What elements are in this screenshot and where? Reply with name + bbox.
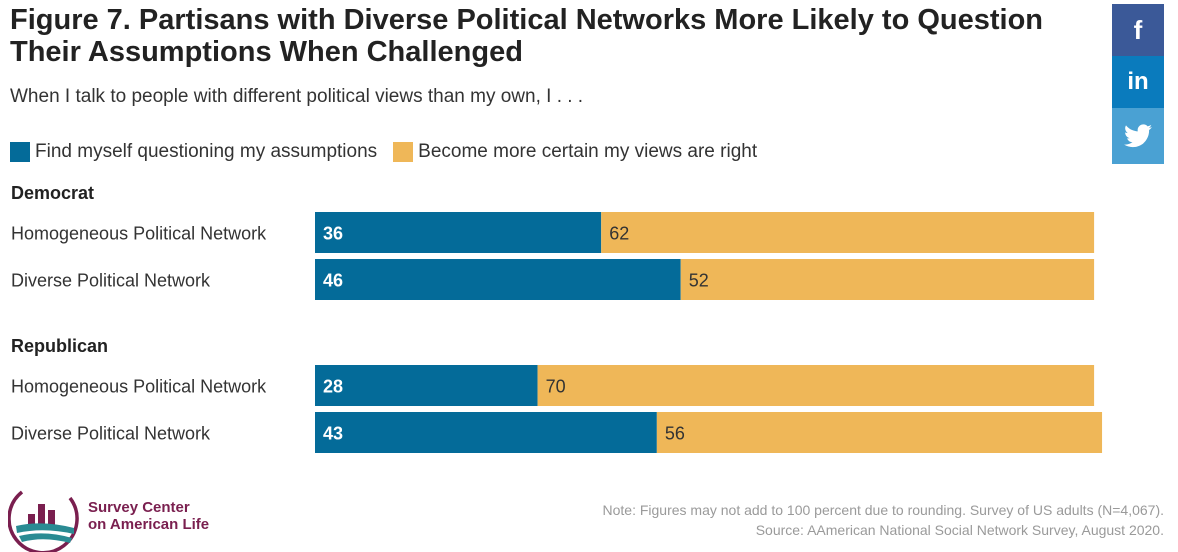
twitter-bird-icon bbox=[1124, 124, 1152, 148]
legend-item-certain: Become more certain my views are right bbox=[393, 141, 757, 163]
legend-label-questioning: Find myself questioning my assumptions bbox=[35, 141, 378, 162]
footnote: Note: Figures may not add to 100 percent… bbox=[603, 500, 1165, 540]
bar-democrat-homogeneous-questioning bbox=[315, 212, 602, 253]
logo-line-2: on American Life bbox=[88, 516, 210, 533]
legend-item-questioning: Find myself questioning my assumptions bbox=[10, 141, 377, 163]
data-label-republican-homogeneous-questioning: 28 bbox=[323, 377, 343, 397]
data-label-republican-diverse-questioning: 43 bbox=[323, 424, 343, 444]
bar-democrat-diverse-certain bbox=[680, 259, 1095, 300]
row-label-democrat-diverse: Diverse Political Network bbox=[11, 271, 211, 291]
legend: Find myself questioning my assumptions B… bbox=[10, 140, 773, 164]
row-label-republican-diverse: Diverse Political Network bbox=[11, 424, 211, 444]
bar-democrat-homogeneous-certain bbox=[601, 212, 1095, 253]
twitter-share-button[interactable] bbox=[1112, 108, 1164, 164]
legend-swatch-certain bbox=[393, 142, 414, 162]
data-label-republican-homogeneous-certain: 70 bbox=[546, 377, 566, 397]
linkedin-share-button[interactable]: in bbox=[1112, 56, 1164, 108]
data-label-democrat-homogeneous-certain: 62 bbox=[609, 224, 629, 244]
bar-republican-diverse-certain bbox=[656, 412, 1103, 453]
group-label-democrat: Democrat bbox=[11, 183, 94, 203]
note-text: Note: Figures may not add to 100 percent… bbox=[602, 502, 1165, 518]
data-label-republican-diverse-certain: 56 bbox=[665, 424, 685, 444]
bar-republican-homogeneous-certain bbox=[537, 365, 1095, 406]
chart-subtitle: When I talk to people with different pol… bbox=[10, 86, 584, 107]
row-label-republican-homogeneous: Homogeneous Political Network bbox=[11, 377, 267, 397]
bar-republican-homogeneous-questioning bbox=[315, 365, 538, 406]
logo-line-1: Survey Center bbox=[88, 499, 190, 516]
facebook-icon: f bbox=[1133, 14, 1143, 45]
chart-title: Figure 7. Partisans with Diverse Politic… bbox=[10, 4, 1044, 68]
survey-center-logo: Survey Center on American Life bbox=[8, 480, 209, 552]
bar-republican-diverse-questioning bbox=[315, 412, 657, 453]
linkedin-icon: in bbox=[1127, 68, 1149, 95]
data-label-democrat-diverse-questioning: 46 bbox=[323, 271, 343, 291]
legend-swatch-questioning bbox=[10, 142, 30, 162]
survey-center-emblem-icon bbox=[8, 490, 79, 552]
source-text: Source: AAmerican National Social Networ… bbox=[755, 522, 1164, 538]
data-label-democrat-diverse-certain: 52 bbox=[689, 271, 709, 291]
row-label-democrat-homogeneous: Homogeneous Political Network bbox=[11, 224, 267, 244]
legend-label-certain: Become more certain my views are right bbox=[418, 141, 758, 162]
bar-democrat-diverse-questioning bbox=[315, 259, 681, 300]
data-label-democrat-homogeneous-questioning: 36 bbox=[323, 224, 343, 244]
stacked-bar-chart: Democrat Homogeneous Political Network 36 6… bbox=[11, 183, 1103, 453]
group-label-republican: Republican bbox=[11, 336, 108, 356]
facebook-share-button[interactable]: f bbox=[1112, 4, 1164, 56]
